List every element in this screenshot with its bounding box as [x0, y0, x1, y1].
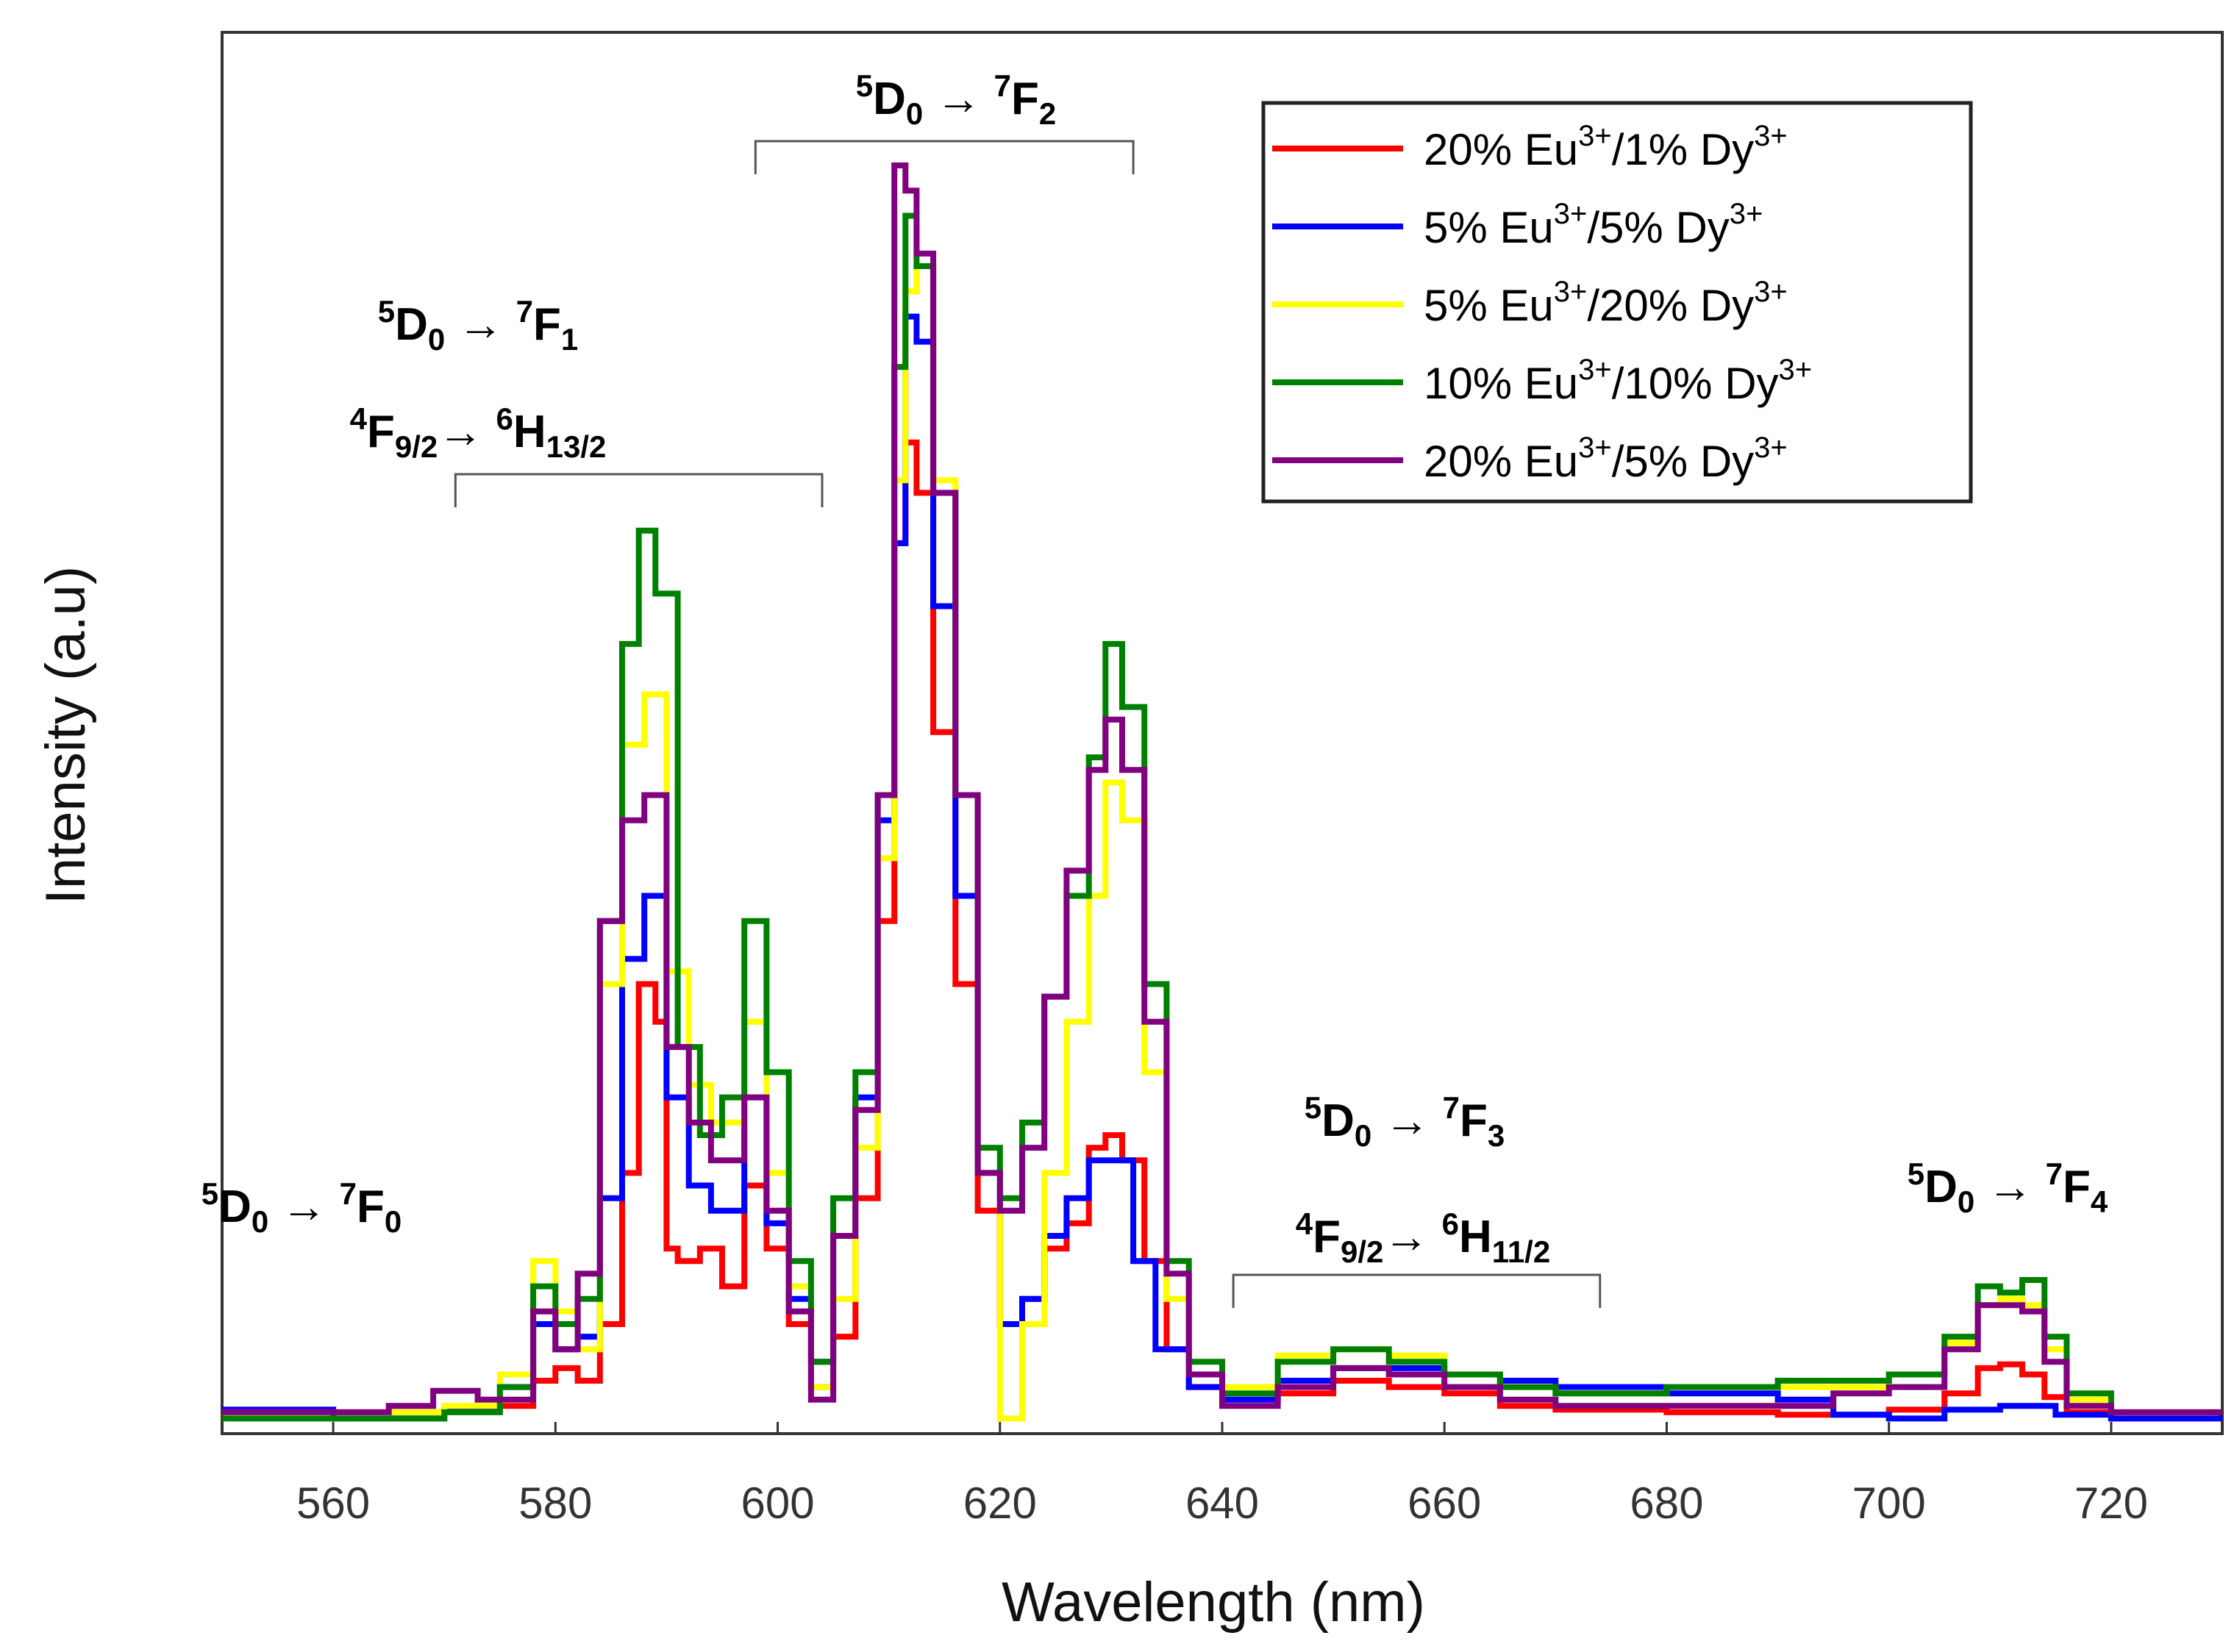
x-tick-label: 720 [2074, 1478, 2148, 1528]
series-line-1 [222, 439, 2222, 1422]
x-axis-title: Wavelength (nm) [1002, 1571, 1425, 1634]
annotation-f4-line-1: 5D0 → 7F4 [1908, 1156, 2108, 1219]
annotation-f2-bracket [754, 140, 1135, 174]
series-line-3 [222, 263, 2222, 1422]
x-tick-label: 640 [1185, 1478, 1259, 1528]
annotation-f3-line-1: 5D0 → 7F3 [1305, 1090, 1505, 1153]
legend-label-1: 20% Eu3+/1% Dy3+ [1424, 120, 1788, 174]
annotation-f1-line-1: 5D0 → 7F1 [378, 294, 579, 357]
x-tick-label: 620 [963, 1478, 1037, 1528]
x-tick-label: 560 [296, 1478, 370, 1528]
legend: 20% Eu3+/1% Dy3+ 5% Eu3+/5% Dy3+ 5% Eu3+/2… [1261, 101, 1973, 504]
annotation-f2-line-1: 5D0 → 7F2 [856, 68, 1057, 131]
legend-label-2: 5% Eu3+/5% Dy3+ [1424, 198, 1763, 252]
annotation-f3-line-2: 4F9/2→ 6H11/2 [1296, 1206, 1550, 1269]
annotation-f0-line-1: 5D0 → 7F0 [201, 1176, 402, 1239]
annotation-f1-line-2: 4F9/2→ 6H13/2 [350, 401, 607, 464]
x-ticks: 560 580 600 620 640 660 680 700 720 [296, 1422, 2148, 1528]
x-tick-label: 660 [1408, 1478, 1481, 1528]
x-tick-label: 680 [1630, 1478, 1703, 1528]
series-layer [222, 162, 2222, 1422]
x-tick-label: 580 [518, 1478, 592, 1528]
annotation-f1-bracket [454, 473, 824, 507]
legend-label-5: 20% Eu3+/5% Dy3+ [1424, 432, 1788, 486]
annotations: 5D0 → 7F0 5D0 → 7F1 4F9/2→ 6H13/2 5D0 → 7F2… [201, 68, 2108, 1308]
y-axis-title: Intensity (a.u) [35, 566, 97, 904]
legend-label-4: 10% Eu3+/10% Dy3+ [1424, 354, 1812, 408]
annotation-f3-bracket [1232, 1273, 1602, 1308]
series-line-5 [222, 162, 2222, 1415]
legend-label-3: 5% Eu3+/20% Dy3+ [1424, 276, 1788, 330]
x-tick-label: 600 [741, 1478, 815, 1528]
x-tick-label: 700 [1852, 1478, 1926, 1528]
